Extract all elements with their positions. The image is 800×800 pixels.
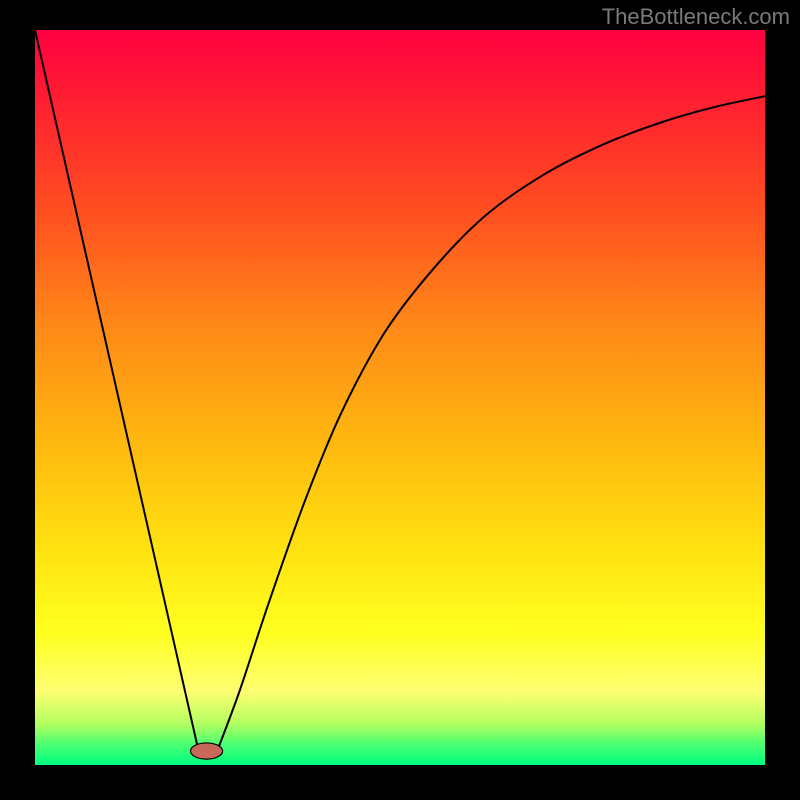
chart-container: TheBottleneck.com	[0, 0, 800, 800]
gradient-background	[35, 30, 765, 765]
plot-area	[35, 30, 765, 765]
bottleneck-marker	[190, 743, 222, 759]
watermark-text: TheBottleneck.com	[602, 4, 790, 30]
bottleneck-chart	[35, 30, 765, 765]
